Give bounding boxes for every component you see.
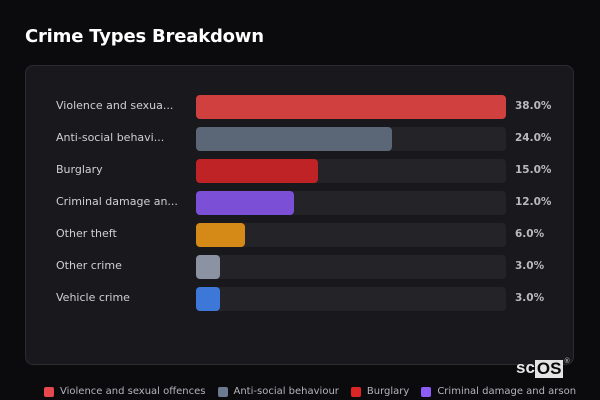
bar-fill[interactable] xyxy=(196,95,506,119)
bar-label: Burglary xyxy=(56,163,103,176)
legend-item[interactable]: Burglary xyxy=(350,386,410,397)
bar-label: Anti-social behavi... xyxy=(56,131,165,144)
bar-label: Other theft xyxy=(56,227,117,240)
bar-row[interactable]: Criminal damage an... 12.0% xyxy=(26,191,573,215)
bar-percent: 38.0% xyxy=(515,100,552,112)
bar-row[interactable]: Violence and sexua... 38.0% xyxy=(26,95,573,119)
legend-item[interactable]: Anti-social behaviour xyxy=(217,386,339,397)
legend-swatch-icon xyxy=(217,386,228,397)
legend-item[interactable]: Violence and sexual offences xyxy=(44,386,206,397)
logo-sc: sc xyxy=(516,358,535,377)
bar-percent: 3.0% xyxy=(515,292,545,304)
registered-icon: ® xyxy=(564,358,570,365)
bar-row[interactable]: Anti-social behavi... 24.0% xyxy=(26,127,573,151)
legend-label: Criminal damage and arson xyxy=(437,386,577,397)
legend: Violence and sexual offences Anti-social … xyxy=(44,386,588,397)
bar-track xyxy=(196,191,506,215)
bar-percent: 3.0% xyxy=(515,260,545,272)
bar-percent: 24.0% xyxy=(515,132,552,144)
bar-track xyxy=(196,223,506,247)
legend-swatch-icon xyxy=(421,386,432,397)
bar-percent: 12.0% xyxy=(515,196,552,208)
chart-panel: Violence and sexua... 38.0% Anti-social be… xyxy=(25,65,574,365)
bar-row[interactable]: Other crime 3.0% xyxy=(26,255,573,279)
bar-percent: 6.0% xyxy=(515,228,545,240)
legend-swatch-icon xyxy=(350,386,361,397)
bar-fill[interactable] xyxy=(196,127,392,151)
bar-track xyxy=(196,159,506,183)
bar-row[interactable]: Burglary 15.0% xyxy=(26,159,573,183)
bar-label: Vehicle crime xyxy=(56,291,130,304)
legend-label: Burglary xyxy=(366,386,410,397)
bar-fill[interactable] xyxy=(196,159,319,183)
logo-os: OS xyxy=(534,359,564,378)
bar-fill[interactable] xyxy=(196,191,294,215)
bar-row[interactable]: Other theft 6.0% xyxy=(26,223,573,247)
legend-swatch-icon xyxy=(44,386,54,397)
legend-item[interactable]: Criminal damage and arson xyxy=(421,386,576,397)
bar-track xyxy=(196,95,506,119)
legend-label: Anti-social behaviour xyxy=(233,386,339,397)
bar-row[interactable]: Vehicle crime 3.0% xyxy=(26,287,573,311)
bar-label: Criminal damage an... xyxy=(56,195,178,208)
bar-track xyxy=(196,127,506,151)
legend-label: Violence and sexual offences xyxy=(60,386,206,397)
bar-fill[interactable] xyxy=(196,287,221,311)
bar-track xyxy=(196,255,506,279)
bar-fill[interactable] xyxy=(196,223,245,247)
bar-percent: 15.0% xyxy=(515,164,552,176)
chart-title: Crime Types Breakdown xyxy=(25,26,264,47)
scos-logo: sc OS ® xyxy=(516,358,570,378)
bar-label: Other crime xyxy=(56,259,122,272)
bar-label: Violence and sexua... xyxy=(56,99,174,112)
bar-track xyxy=(196,287,506,311)
bar-fill[interactable] xyxy=(196,255,221,279)
